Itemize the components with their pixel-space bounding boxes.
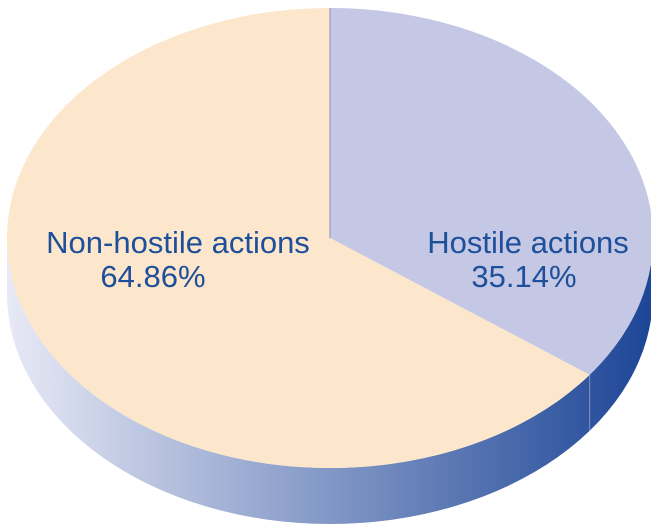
slice-label-non-hostile-actions: Non-hostile actions xyxy=(46,225,310,260)
pie-slice-non-hostile-actions xyxy=(6,8,590,468)
pie-slice-hostile-actions xyxy=(330,8,651,375)
slice-value-non-hostile-actions: 64.86% xyxy=(100,259,205,294)
pie-side-wall xyxy=(7,238,651,524)
slice-label-hostile-actions: Hostile actions xyxy=(427,225,629,260)
slice-value-hostile-actions: 35.14% xyxy=(471,259,576,294)
